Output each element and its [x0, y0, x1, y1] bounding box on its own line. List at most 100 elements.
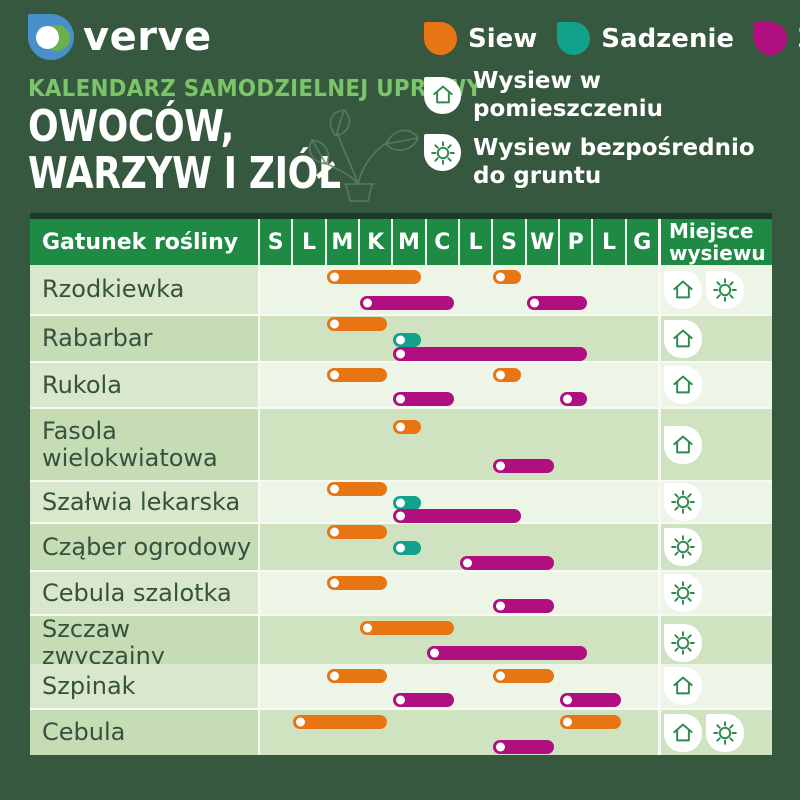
month-header: W	[524, 219, 558, 265]
direct-label-line1: Wysiew bezpośrednio	[473, 135, 755, 162]
house-icon	[432, 85, 453, 104]
legend-item-siew: Siew	[424, 22, 537, 55]
table-row: Cząber ogrodowy	[30, 522, 772, 570]
legend-activity-row: Siew Sadzenie Zbiór	[424, 22, 800, 55]
row-timeline	[258, 572, 658, 614]
bar-zbior	[560, 392, 588, 406]
house-icon	[673, 375, 693, 394]
sadzenie-label: Sadzenie	[601, 23, 735, 54]
verve-logo: verve	[28, 14, 212, 60]
place-header-line2: wysiewu	[669, 241, 766, 265]
sun-icon	[671, 535, 695, 559]
sun-pin	[664, 574, 702, 612]
subtitle: KALENDARZ SAMODZIELNEJ UPRAWY	[28, 76, 483, 102]
row-place-icons	[658, 710, 772, 755]
legend-item-sadzenie: Sadzenie	[557, 22, 734, 55]
bar-zbior	[493, 599, 554, 613]
bar-siew	[326, 525, 388, 539]
month-header: M	[324, 219, 358, 265]
bar-zbior	[460, 556, 554, 570]
house-icon	[673, 280, 693, 298]
plant-sketch	[308, 109, 419, 202]
sun-icon	[713, 720, 737, 745]
month-header: S	[258, 219, 291, 265]
table-row: Szałwia lekarska	[30, 480, 772, 523]
direct-label-line2: do gruntu	[473, 163, 602, 190]
legend: Siew Sadzenie Zbiór Wysiew w pomieszczen…	[424, 22, 800, 190]
month-header: G	[624, 219, 658, 265]
table-row: Cebula	[30, 708, 772, 755]
month-header: L	[457, 219, 491, 265]
row-place-icons	[658, 363, 772, 407]
row-timeline	[258, 363, 658, 407]
row-timeline	[258, 524, 658, 570]
row-timeline	[258, 616, 658, 670]
month-header: L	[291, 219, 324, 265]
table-row: Fasola wielokwiatowa	[30, 407, 772, 480]
bar-siew	[326, 669, 388, 683]
house-pin	[664, 713, 702, 752]
bar-zbior	[526, 296, 588, 310]
month-header: L	[591, 219, 624, 265]
table-body: Rzodkiewka Rabarbar Rukola Fasola wielokwia…	[30, 265, 772, 755]
sun-pin	[706, 713, 744, 752]
plant-name: Cebula szalotka	[30, 572, 258, 614]
plant-name: Szczaw zwyczajny	[30, 616, 258, 670]
plant-name: Rabarbar	[30, 316, 258, 361]
page-title-line2: WARZYW I ZIÓŁ	[28, 148, 341, 199]
row-timeline	[258, 482, 658, 523]
row-place-icons	[658, 524, 772, 570]
bar-siew	[326, 576, 388, 590]
row-place-icons	[658, 409, 772, 480]
zbior-label: Zbiór	[798, 24, 800, 54]
legend-item-zbior: Zbiór	[754, 22, 800, 55]
bar-zbior	[393, 392, 454, 406]
sun-pin	[424, 134, 461, 172]
sun-icon	[671, 490, 695, 514]
place-header-line1: Miejsce	[669, 218, 754, 243]
house-pin	[424, 76, 461, 114]
house-pin	[664, 319, 702, 358]
table-row: Szpinak	[30, 662, 772, 708]
row-timeline	[258, 710, 658, 755]
species-header: Gatunek rośliny	[42, 229, 239, 255]
house-pin	[664, 667, 702, 705]
house-icon	[673, 723, 693, 741]
row-timeline	[258, 409, 658, 480]
bar-siew	[360, 621, 454, 635]
row-place-icons	[658, 316, 772, 361]
sun-icon	[430, 140, 455, 165]
row-timeline	[258, 664, 658, 708]
bar-siew	[493, 368, 521, 382]
house-icon	[673, 676, 693, 695]
plant-name: Cebula	[30, 710, 258, 755]
bar-sadzenie	[393, 333, 421, 347]
bar-siew	[493, 270, 521, 284]
bar-zbior	[393, 509, 521, 523]
plant-name: Szpinak	[30, 664, 258, 708]
row-place-icons	[658, 572, 772, 614]
house-pin	[664, 425, 702, 464]
plant-name: Rukola	[30, 363, 258, 407]
bar-siew	[326, 368, 388, 382]
row-place-icons	[658, 482, 772, 522]
bar-sadzenie	[393, 496, 421, 510]
row-timeline	[258, 316, 658, 361]
bar-siew	[326, 270, 421, 284]
siew-swatch	[424, 22, 457, 55]
house-icon	[673, 435, 693, 453]
bar-zbior	[360, 296, 454, 310]
bar-zbior	[560, 693, 621, 707]
bar-zbior	[393, 347, 588, 361]
plant-name: Rzodkiewka	[30, 265, 258, 314]
table-row: Cebula szalotka	[30, 570, 772, 614]
bar-siew	[326, 317, 388, 331]
bar-zbior	[493, 740, 554, 754]
direct-label: Wysiew bezpośrednio do gruntu	[473, 134, 755, 190]
bar-siew	[493, 669, 554, 683]
month-header: P	[557, 219, 591, 265]
table-row: Rukola	[30, 361, 772, 407]
